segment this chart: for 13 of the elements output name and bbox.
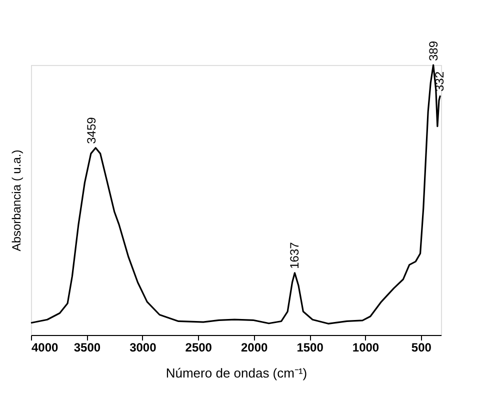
x-tick-label: 4000 <box>32 340 59 354</box>
x-tick-label: 500 <box>411 340 432 354</box>
x-tick-label: 2500 <box>185 340 212 354</box>
x-tick-label: 3500 <box>74 340 101 354</box>
annotation: 3459 <box>84 116 98 144</box>
x-tick-label: 2000 <box>240 340 268 354</box>
x-axis-title: Número de ondas (cm⁻¹) <box>166 366 308 380</box>
x-tick-label: 1000 <box>352 340 380 354</box>
x-tick-label: 3000 <box>130 340 157 354</box>
y-axis-title: Absorbancia ( u.a.) <box>10 150 24 252</box>
x-tick-label: 1500 <box>296 340 324 354</box>
annotation: 1637 <box>287 242 302 269</box>
annotation: 389 <box>426 40 440 61</box>
